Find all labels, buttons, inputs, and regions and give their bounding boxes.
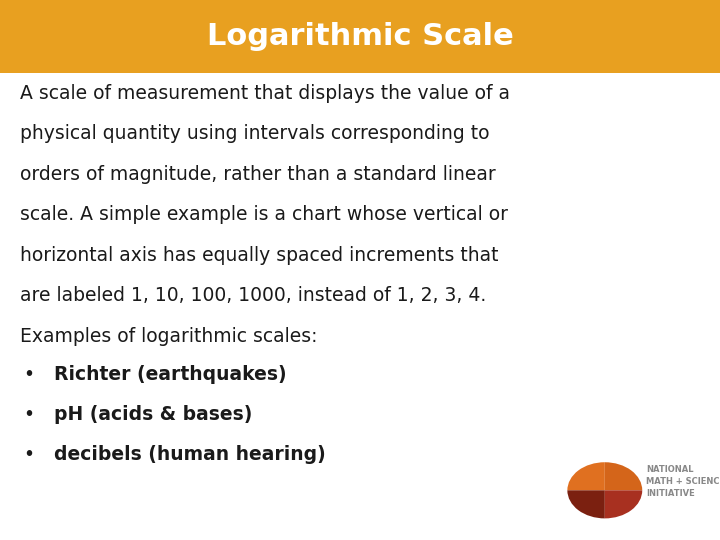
Text: decibels (human hearing): decibels (human hearing) [54, 446, 325, 464]
Text: •: • [23, 364, 35, 383]
Text: Richter (earthquakes): Richter (earthquakes) [54, 364, 287, 383]
Text: •: • [23, 405, 35, 424]
Text: are labeled 1, 10, 100, 1000, instead of 1, 2, 3, 4.: are labeled 1, 10, 100, 1000, instead of… [20, 286, 487, 305]
Text: MATH + SCIENCE: MATH + SCIENCE [646, 477, 720, 486]
Text: pH (acids & bases): pH (acids & bases) [54, 405, 253, 424]
Text: A scale of measurement that displays the value of a: A scale of measurement that displays the… [20, 84, 510, 103]
Wedge shape [605, 490, 642, 518]
Text: horizontal axis has equally spaced increments that: horizontal axis has equally spaced incre… [20, 246, 499, 265]
Wedge shape [605, 462, 642, 490]
Text: scale. A simple example is a chart whose vertical or: scale. A simple example is a chart whose… [20, 205, 508, 224]
Wedge shape [567, 490, 605, 518]
Text: NATIONAL: NATIONAL [646, 465, 693, 474]
Wedge shape [567, 462, 605, 490]
Bar [0, 0, 720, 73]
Text: Logarithmic Scale: Logarithmic Scale [207, 22, 513, 51]
Text: Examples of logarithmic scales:: Examples of logarithmic scales: [20, 327, 318, 346]
Text: INITIATIVE: INITIATIVE [646, 489, 695, 498]
Text: orders of magnitude, rather than a standard linear: orders of magnitude, rather than a stand… [20, 165, 496, 184]
Text: physical quantity using intervals corresponding to: physical quantity using intervals corres… [20, 124, 490, 143]
Text: •: • [23, 446, 35, 464]
